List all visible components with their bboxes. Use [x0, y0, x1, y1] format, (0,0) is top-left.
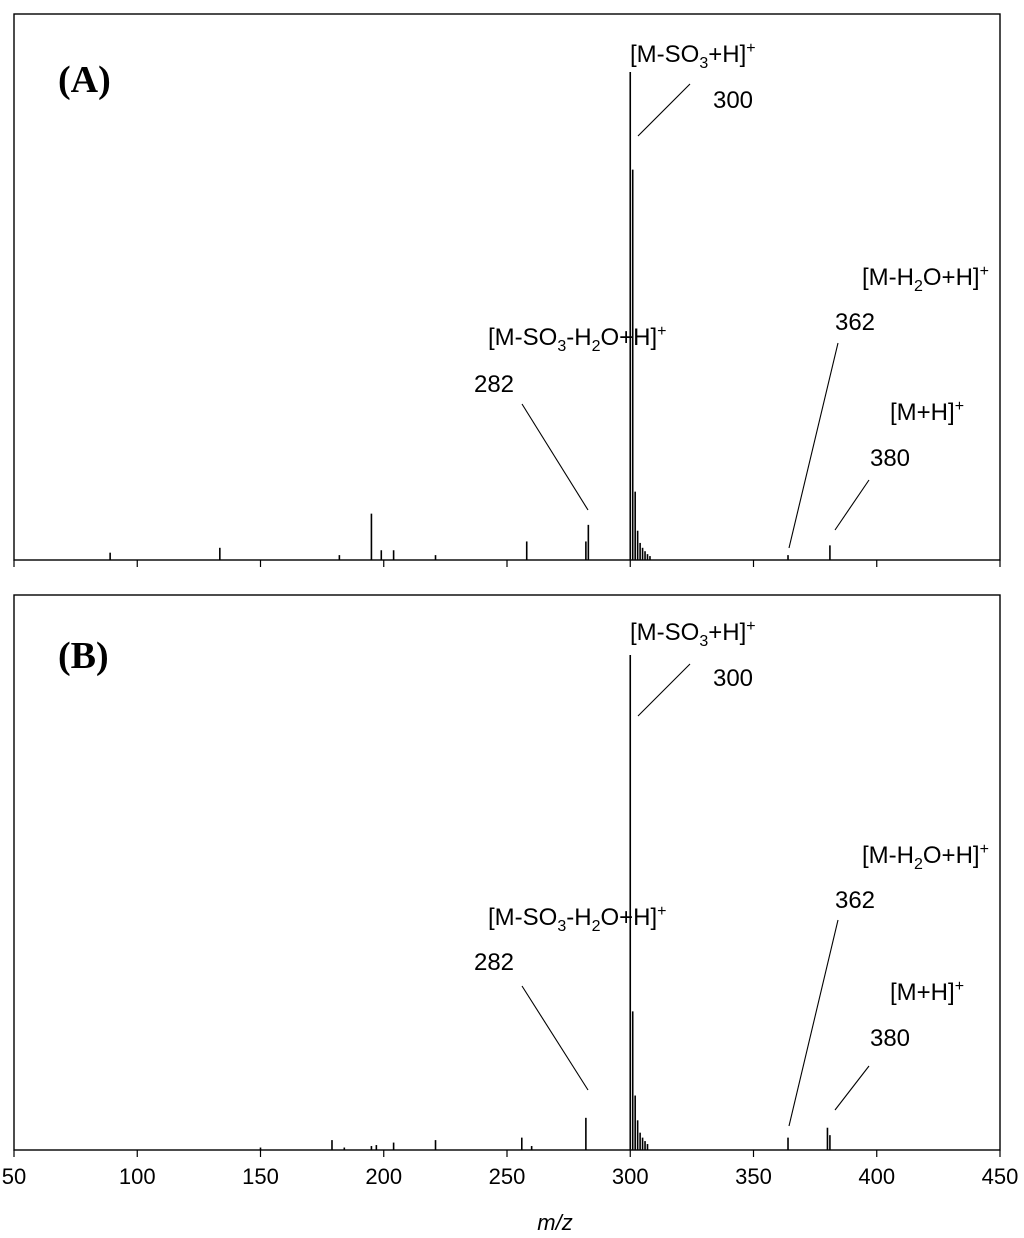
ion-formula-label: [M+H]+ — [890, 398, 964, 426]
x-tick-label: 150 — [242, 1164, 279, 1189]
x-tick-label: 250 — [489, 1164, 526, 1189]
x-axis-title: m/z — [537, 1210, 572, 1235]
ion-mz-label: 362 — [835, 309, 875, 336]
x-tick-label: 300 — [612, 1164, 649, 1189]
annotation-leader-line — [788, 919, 839, 1127]
x-tick-label: 50 — [2, 1164, 26, 1189]
ion-mz-label: 380 — [870, 1025, 910, 1052]
ion-formula-label: [M-SO3+H]+ — [630, 40, 756, 72]
annotation-leader-line — [788, 342, 839, 549]
spectrum-panel-b: (B) [M-SO3+H]+ 300 [M-H2O+H]+ 362 [M-SO3-H2O+… — [2, 594, 1019, 1235]
x-tick-label: 200 — [365, 1164, 402, 1189]
panel-label: (A) — [58, 59, 111, 101]
x-tick-label: 450 — [982, 1164, 1019, 1189]
ion-mz-label: 300 — [713, 665, 753, 692]
ion-formula-label: [M+H]+ — [890, 978, 964, 1006]
ion-formula-label: [M-SO3-H2O+H]+ — [488, 903, 667, 935]
ion-formula-label: [M-SO3+H]+ — [630, 618, 756, 650]
x-tick-label: 100 — [119, 1164, 156, 1189]
ion-mz-label: 282 — [474, 949, 514, 976]
annotation-leader-line — [834, 479, 870, 531]
spectrum-panel-a: (A) [M-SO3+H]+ 300 [M-H2O+H]+ 362 [M-SO3-H2O+… — [13, 13, 1001, 567]
annotation-leader-line — [637, 663, 691, 717]
annotation-leader-line — [834, 1065, 870, 1111]
plot-frame — [13, 13, 1001, 561]
annotation-leader-line — [521, 403, 589, 511]
annotation-leader-line — [637, 83, 691, 137]
ion-mz-label: 380 — [870, 445, 910, 472]
ion-mz-label: 282 — [474, 371, 514, 398]
x-tick-label: 400 — [858, 1164, 895, 1189]
ion-mz-label: 362 — [835, 887, 875, 914]
panel-label: (B) — [58, 635, 109, 677]
ion-formula-label: [M-SO3-H2O+H]+ — [488, 323, 667, 355]
ion-formula-label: [M-H2O+H]+ — [862, 263, 989, 295]
x-tick-label: 350 — [735, 1164, 772, 1189]
ion-mz-label: 300 — [713, 87, 753, 114]
plot-frame — [13, 594, 1001, 1151]
ion-formula-label: [M-H2O+H]+ — [862, 841, 989, 873]
annotation-leader-line — [521, 985, 589, 1091]
